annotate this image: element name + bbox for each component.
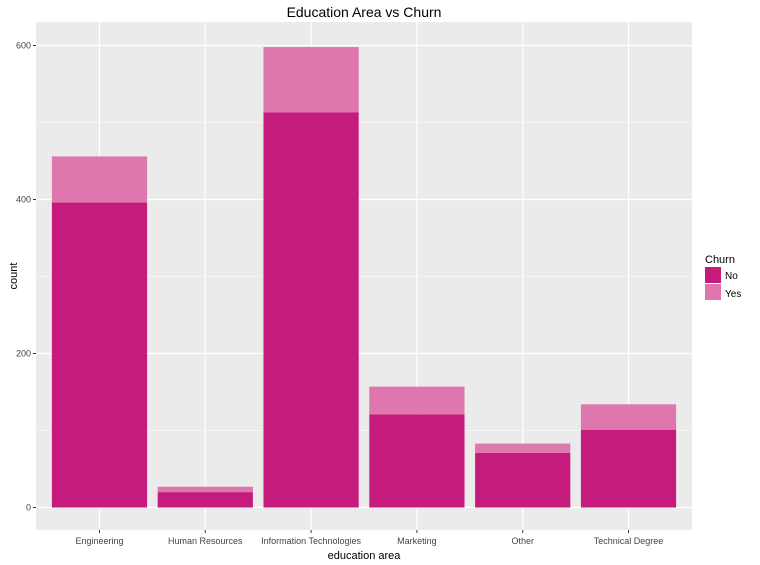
- x-tick-label: Other: [511, 536, 534, 546]
- bar-yes-4: [475, 443, 571, 453]
- bar-no-1: [157, 492, 253, 508]
- bar-yes-2: [263, 47, 359, 113]
- x-tick-label: Human Resources: [168, 536, 243, 546]
- y-tick-label: 200: [16, 349, 31, 359]
- y-axis: 0 200 400 600: [16, 41, 36, 513]
- legend-label-yes: Yes: [725, 289, 741, 300]
- x-tick-label: Technical Degree: [594, 536, 664, 546]
- bars: [51, 47, 677, 508]
- bar-no-5: [580, 429, 677, 508]
- y-tick-label: 0: [26, 503, 31, 513]
- bar-no-0: [51, 202, 148, 508]
- y-tick-label: 400: [16, 195, 31, 205]
- bar-yes-0: [51, 156, 148, 203]
- legend-label-no: No: [725, 271, 738, 282]
- x-axis-title: education area: [328, 550, 402, 562]
- legend-key-no: [705, 267, 721, 283]
- y-tick-label: 600: [16, 41, 31, 51]
- chart-title: Education Area vs Churn: [287, 4, 442, 20]
- x-tick-label: Engineering: [75, 536, 123, 546]
- bar-yes-1: [157, 486, 253, 493]
- x-tick-label: Information Technologies: [261, 536, 361, 546]
- bar-yes-5: [580, 404, 677, 430]
- x-axis: Engineering Human Resources Information Te…: [75, 530, 663, 546]
- y-axis-title: count: [8, 263, 20, 290]
- legend-title: Churn: [705, 254, 735, 266]
- bar-yes-3: [369, 386, 465, 415]
- x-tick-label: Marketing: [397, 536, 437, 546]
- legend: Churn No Yes: [705, 254, 741, 300]
- bar-no-2: [263, 112, 359, 508]
- bar-no-3: [369, 414, 465, 508]
- legend-key-yes: [705, 284, 721, 300]
- bar-no-4: [475, 452, 571, 508]
